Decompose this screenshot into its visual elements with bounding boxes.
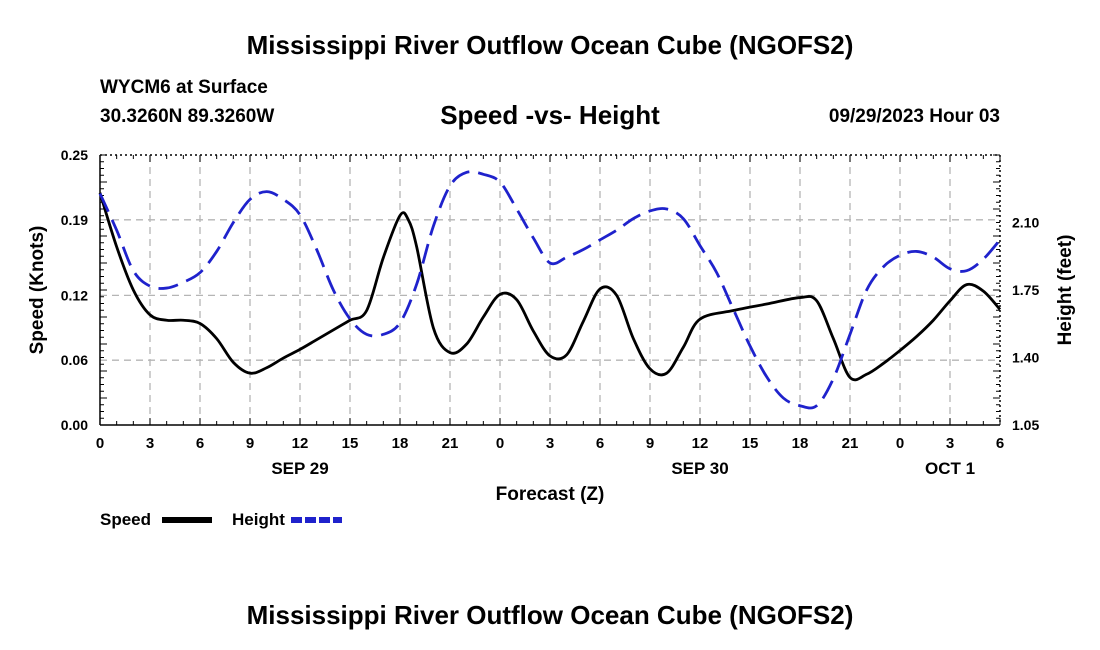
y2-tick-label: 2.10 — [1012, 215, 1039, 231]
x-tick-label: 12 — [292, 435, 309, 452]
x-tick-label: 6 — [996, 435, 1004, 452]
date-label: OCT 1 — [925, 459, 975, 478]
x-tick-label: 3 — [546, 435, 554, 452]
x-tick-label: 0 — [96, 435, 104, 452]
x-tick-label: 0 — [896, 435, 904, 452]
x-tick-label: 9 — [246, 435, 254, 452]
x-tick-label: 0 — [496, 435, 504, 452]
x-tick-label: 21 — [442, 435, 459, 452]
page-title: Mississippi River Outflow Ocean Cube (NG… — [246, 30, 854, 60]
y-tick-label: 0.12 — [61, 287, 88, 303]
x-tick-label: 6 — [596, 435, 604, 452]
date-label: SEP 29 — [271, 459, 328, 478]
chart-subtitle: Speed -vs- Height — [440, 100, 660, 130]
x-tick-label: 12 — [692, 435, 709, 452]
station-label: WYCM6 at Surface — [100, 77, 268, 98]
x-tick-label: 21 — [842, 435, 859, 452]
x-tick-label: 9 — [646, 435, 654, 452]
y2-axis-title: Height (feet) — [1055, 235, 1076, 346]
y2-tick-label: 1.75 — [1012, 282, 1039, 298]
y-tick-label: 0.00 — [61, 417, 88, 433]
y-tick-label: 0.19 — [61, 212, 88, 228]
y-axis-title: Speed (Knots) — [27, 226, 48, 355]
x-tick-label: 18 — [792, 435, 809, 452]
x-tick-label: 3 — [146, 435, 154, 452]
footer-title: Mississippi River Outflow Ocean Cube (NG… — [246, 600, 854, 630]
forecast-timestamp: 09/29/2023 Hour 03 — [828, 106, 1000, 127]
series-line-speed — [98, 192, 1002, 382]
date-label: SEP 30 — [671, 459, 728, 478]
x-tick-label: 3 — [946, 435, 954, 452]
x-tick-label: 6 — [196, 435, 204, 452]
coordinates-label: 30.3260N 89.3260W — [100, 106, 275, 127]
legend-speed-label: Speed — [100, 510, 152, 529]
legend-height-label: Height — [232, 510, 285, 529]
y-tick-label: 0.25 — [61, 147, 88, 163]
x-tick-label: 18 — [392, 435, 409, 452]
x-tick-label: 15 — [342, 435, 359, 452]
y2-tick-label: 1.05 — [1012, 417, 1039, 433]
series-line-height — [98, 170, 1002, 410]
y2-tick-label: 1.40 — [1012, 350, 1039, 366]
x-axis-title: Forecast (Z) — [496, 484, 605, 505]
x-tick-label: 15 — [742, 435, 759, 452]
y-tick-label: 0.06 — [61, 352, 88, 368]
